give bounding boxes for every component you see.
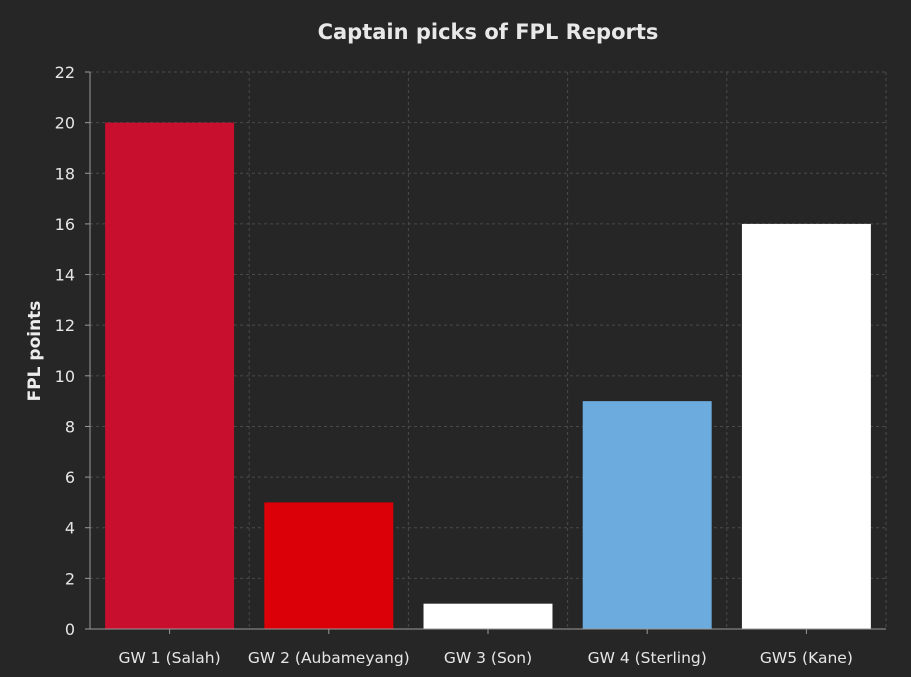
- chart-title: Captain picks of FPL Reports: [318, 20, 659, 44]
- y-axis-label: FPL points: [25, 301, 45, 402]
- y-tick-label: 20: [55, 114, 75, 133]
- x-tick-label: GW 2 (Aubameyang): [248, 649, 410, 667]
- y-tick-label: 6: [65, 468, 75, 487]
- y-tick-label: 2: [65, 569, 75, 588]
- tick-labels: 0 2 4 6 8 10 12 14 16 18 20 22 GW 1 (Salah) GW 2 (Aub…: [55, 63, 853, 667]
- y-tick-label: 16: [55, 215, 75, 234]
- bar: [582, 401, 712, 629]
- y-tick-label: 18: [55, 164, 75, 183]
- y-tick-label: 8: [65, 417, 75, 436]
- y-tick-label: 14: [55, 266, 75, 285]
- y-tick-label: 10: [55, 367, 75, 386]
- y-tick-label: 0: [65, 620, 75, 639]
- x-tick-label: GW5 (Kane): [760, 649, 853, 667]
- bars: [105, 122, 871, 630]
- y-tick-label: 12: [55, 316, 75, 335]
- y-tick-label: 22: [55, 63, 75, 82]
- y-tick-label: 4: [65, 519, 75, 538]
- bar: [741, 223, 871, 629]
- x-tick-label: GW 3 (Son): [444, 649, 532, 667]
- bar: [423, 603, 553, 629]
- x-tick-label: GW 4 (Sterling): [588, 649, 707, 667]
- axes: [85, 71, 886, 634]
- bar: [105, 122, 235, 630]
- x-tick-label: GW 1 (Salah): [119, 649, 221, 667]
- bar: [264, 502, 394, 629]
